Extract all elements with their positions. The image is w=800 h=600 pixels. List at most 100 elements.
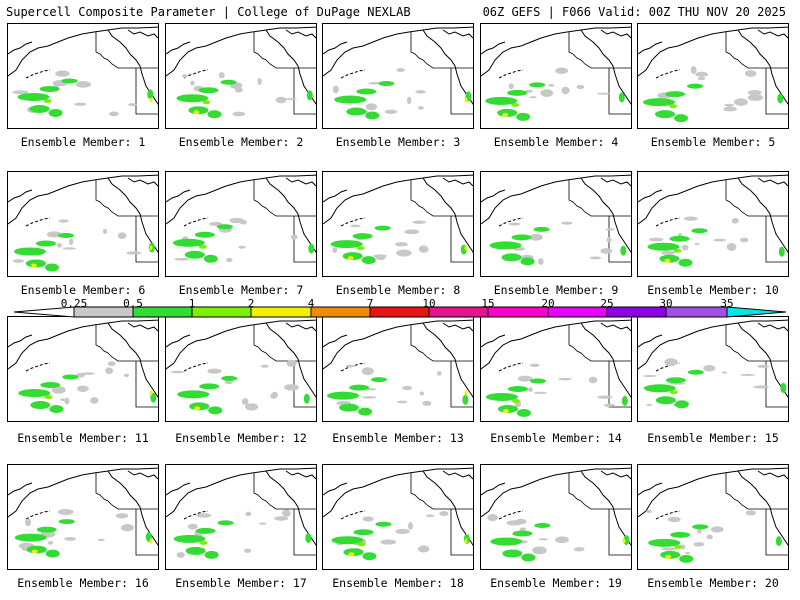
scp-green-area bbox=[485, 392, 518, 401]
scp-low-area bbox=[187, 523, 198, 530]
scp-low-area bbox=[90, 397, 99, 404]
scp-low-area bbox=[646, 403, 653, 407]
scp-low-area bbox=[642, 374, 657, 378]
scp-low-area bbox=[56, 243, 62, 248]
ensemble-member-label: Ensemble Member: 14 bbox=[490, 431, 622, 445]
ensemble-member-map bbox=[481, 467, 631, 562]
scp-lime-area bbox=[198, 244, 207, 249]
scp-green-area bbox=[371, 377, 388, 383]
scp-low-area bbox=[603, 403, 616, 407]
scp-green-area bbox=[339, 403, 360, 412]
scp-green-area bbox=[534, 523, 551, 529]
scp-low-area bbox=[731, 217, 739, 224]
scp-green-area bbox=[361, 256, 376, 265]
scp-green-area bbox=[529, 378, 546, 384]
scp-green-area bbox=[40, 382, 61, 389]
scp-low-area bbox=[596, 92, 610, 95]
scp-low-area bbox=[58, 219, 69, 223]
scp-low-area bbox=[25, 518, 32, 527]
scp-low-area bbox=[245, 403, 259, 411]
coastline bbox=[8, 467, 158, 547]
scp-low-area bbox=[102, 228, 108, 234]
scp-lime-area bbox=[357, 542, 366, 547]
scp-low-area bbox=[275, 96, 287, 104]
ensemble-member-map bbox=[638, 319, 788, 409]
scp-green-area bbox=[692, 524, 709, 530]
aleutian-islands bbox=[655, 69, 681, 79]
political-borders bbox=[95, 325, 158, 408]
scp-low-area bbox=[232, 111, 246, 117]
scp-yellow-area bbox=[502, 112, 509, 117]
coastline bbox=[8, 319, 158, 399]
ensemble-member-map bbox=[481, 174, 631, 266]
scp-green-area bbox=[501, 253, 522, 262]
scp-low-area bbox=[540, 89, 554, 97]
coastline bbox=[323, 319, 473, 399]
scp-low-area bbox=[537, 258, 544, 265]
scp-low-area bbox=[55, 70, 70, 77]
political-borders bbox=[253, 180, 316, 263]
scp-low-area bbox=[437, 371, 442, 376]
scp-green-area bbox=[18, 389, 51, 398]
scp-low-area bbox=[361, 367, 374, 376]
scp-low-area bbox=[332, 85, 339, 94]
scp-low-area bbox=[734, 98, 748, 106]
scp-low-area bbox=[396, 249, 412, 257]
scp-low-area bbox=[284, 98, 298, 101]
scp-green-area bbox=[620, 245, 627, 256]
political-borders bbox=[253, 473, 316, 556]
colorbar-segment bbox=[191, 306, 252, 318]
ensemble-member-label: Ensemble Member: 16 bbox=[17, 576, 149, 590]
colorbar-tick-label: 1 bbox=[188, 297, 196, 310]
scp-green-area bbox=[670, 531, 691, 538]
political-borders bbox=[410, 180, 473, 263]
scp-green-area bbox=[204, 550, 219, 559]
arctic-islands bbox=[600, 322, 631, 332]
scp-yellow-area bbox=[622, 538, 626, 544]
aleutian-islands bbox=[498, 510, 524, 520]
scp-lime-area bbox=[669, 390, 678, 395]
scp-low-area bbox=[270, 393, 278, 399]
scp-green-area bbox=[62, 374, 79, 380]
scp-lime-area bbox=[43, 98, 52, 103]
scp-green-area bbox=[497, 404, 518, 413]
scp-yellow-area bbox=[464, 245, 468, 251]
colorbar-tick-label: 10 bbox=[422, 297, 436, 310]
scp-green-area bbox=[30, 401, 51, 410]
scp-green-area bbox=[502, 549, 523, 558]
scp-low-area bbox=[384, 109, 398, 114]
scp-green-area bbox=[172, 238, 205, 247]
scp-green-area bbox=[521, 553, 536, 562]
scp-green-area bbox=[665, 377, 686, 384]
scp-low-area bbox=[681, 244, 689, 251]
scp-green-area bbox=[529, 82, 546, 88]
scp-green-area bbox=[147, 89, 154, 100]
scp-green-area bbox=[199, 383, 220, 390]
scp-green-area bbox=[334, 95, 367, 104]
ensemble-member-panel bbox=[480, 464, 632, 570]
political-borders bbox=[568, 473, 631, 556]
scp-lime-area bbox=[669, 104, 678, 109]
political-borders bbox=[568, 32, 631, 115]
ensemble-member-panel bbox=[165, 316, 317, 422]
scp-low-area bbox=[726, 242, 737, 251]
scp-green-area bbox=[29, 104, 50, 113]
political-borders bbox=[725, 180, 788, 263]
arctic-islands bbox=[442, 322, 473, 332]
scp-low-area bbox=[380, 539, 397, 545]
colorbar-segment bbox=[310, 306, 371, 318]
ensemble-member-label: Ensemble Member: 20 bbox=[647, 576, 779, 590]
aleutian-islands bbox=[25, 217, 51, 227]
scp-low-area bbox=[412, 220, 427, 224]
scp-green-area bbox=[643, 384, 676, 393]
scp-low-area bbox=[395, 528, 410, 534]
scp-green-area bbox=[655, 396, 676, 405]
scp-low-area bbox=[60, 398, 65, 401]
scp-low-area bbox=[126, 251, 142, 255]
scp-yellow-area bbox=[502, 408, 509, 413]
scp-yellow-area bbox=[347, 256, 354, 261]
scp-low-area bbox=[46, 231, 62, 238]
scp-green-area bbox=[778, 246, 785, 257]
scp-low-area bbox=[404, 229, 420, 235]
scp-low-area bbox=[362, 396, 377, 399]
